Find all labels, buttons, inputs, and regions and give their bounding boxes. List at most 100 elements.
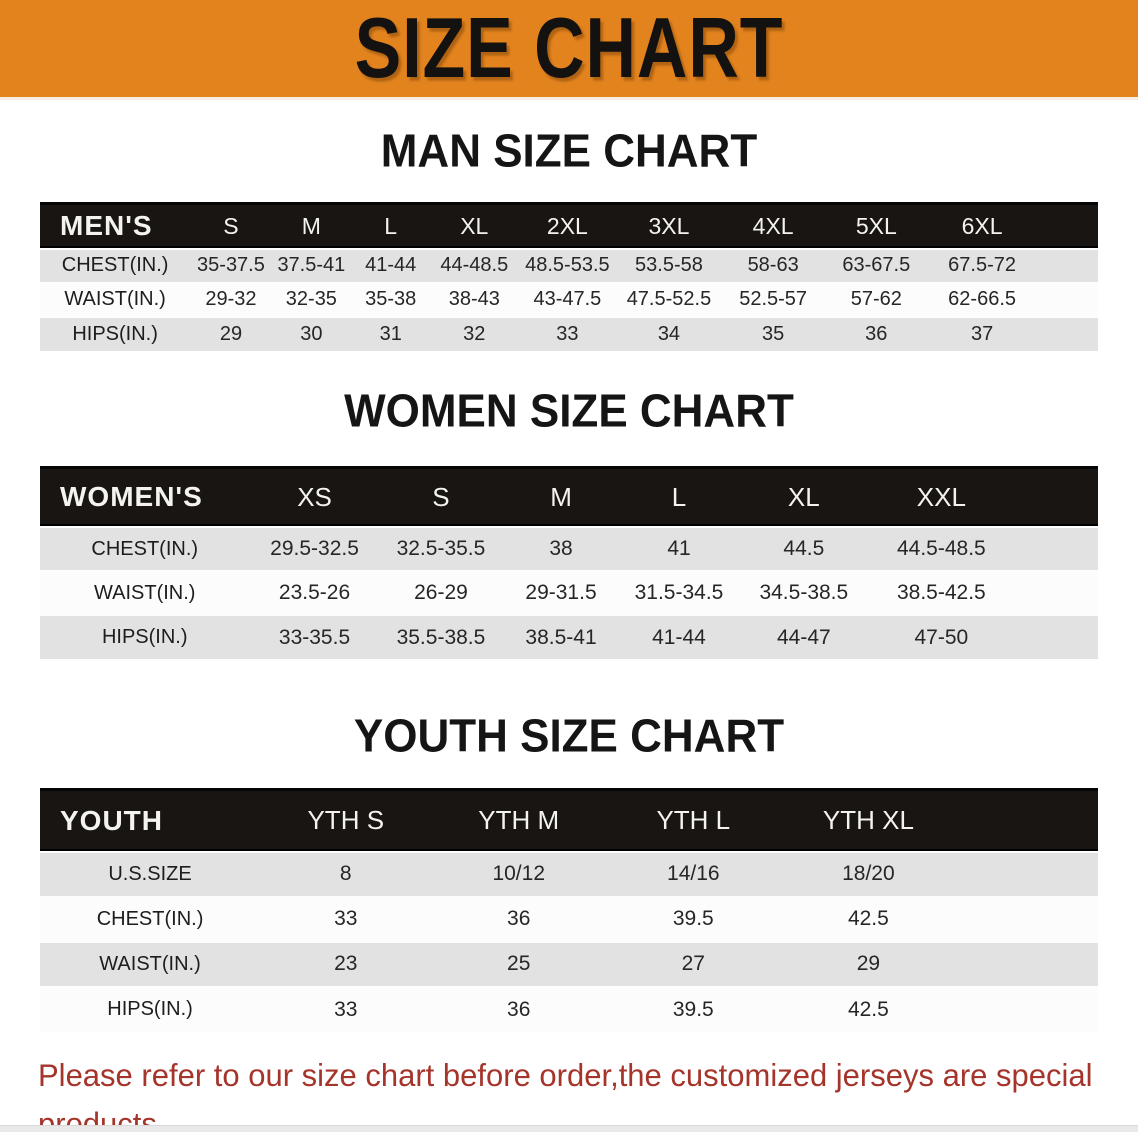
size-column-header: 6XL	[927, 202, 1037, 249]
measurement-value: 35-38	[351, 281, 431, 317]
measurement-value: 37.5-41	[271, 247, 352, 283]
measurement-value: 23	[260, 940, 432, 987]
measurement-value: 37	[927, 315, 1037, 351]
measurement-value: 52.5-57	[721, 281, 825, 317]
measurement-value: 14/16	[606, 850, 781, 897]
measurement-value: 43-47.5	[518, 281, 617, 317]
measurement-value: 23.5-26	[249, 570, 380, 615]
size-column-header: YTH M	[431, 788, 607, 852]
spacer-cell	[956, 788, 1098, 852]
measurement-value: 33	[260, 985, 432, 1032]
spacer-cell	[956, 985, 1098, 1032]
measurement-label: CHEST(IN.)	[40, 526, 250, 571]
measurement-value: 44-47	[738, 614, 870, 659]
measurement-value: 32.5-35.5	[379, 526, 503, 571]
size-column-header: S	[379, 465, 503, 527]
measurement-value: 33-35.5	[249, 614, 380, 659]
order-disclaimer-text: Please refer to our size chart before or…	[38, 1051, 1116, 1132]
measurement-value: 31	[351, 315, 431, 351]
measurement-value: 42.5	[780, 985, 957, 1032]
table-title-cell: YOUTH	[40, 788, 261, 852]
table-row: HIPS(IN.) 33 36 39.5 42.5	[40, 985, 1098, 1032]
table-row: WAIST(IN.) 29-32 32-35 35-38 38-43 43-47.5 47.…	[40, 281, 1098, 317]
measurement-value: 41-44	[351, 247, 431, 283]
table-row: CHEST(IN.) 33 36 39.5 42.5	[40, 895, 1098, 942]
size-column-header: XXL	[869, 465, 1014, 527]
spacer-cell	[1013, 526, 1098, 571]
size-column-header: 4XL	[721, 202, 825, 249]
size-column-header: L	[351, 202, 431, 249]
measurement-value: 29-32	[190, 281, 272, 317]
measurement-value: 34	[616, 315, 722, 351]
size-column-header: 2XL	[518, 202, 617, 249]
size-column-header: XL	[738, 465, 870, 527]
measurement-value: 44.5-48.5	[869, 526, 1014, 571]
mens-size-table: MEN'S S M L XL 2XL 3XL 4XL 5XL 6XL CHEST(IN.) 35-37…	[40, 202, 1098, 351]
measurement-label: CHEST(IN.)	[40, 895, 261, 942]
measurement-label: HIPS(IN.)	[40, 985, 261, 1032]
table-row: HIPS(IN.) 33-35.5 35.5-38.5 38.5-41 41-44 44-…	[40, 614, 1098, 659]
table-row: WAIST(IN.) 23 25 27 29	[40, 940, 1098, 987]
measurement-value: 48.5-53.5	[518, 247, 617, 283]
measurement-value: 26-29	[379, 570, 503, 615]
measurement-value: 39.5	[606, 985, 781, 1032]
bottom-edge-strip	[0, 1125, 1138, 1132]
measurement-label: WAIST(IN.)	[40, 570, 250, 615]
disclaimer-line-1: Please refer to our size chart before or…	[38, 1056, 1093, 1132]
measurement-value: 25	[431, 940, 607, 987]
size-column-header: YTH XL	[780, 788, 957, 852]
measurement-value: 38-43	[430, 281, 519, 317]
measurement-value: 31.5-34.5	[619, 570, 739, 615]
measurement-value: 39.5	[606, 895, 781, 942]
table-header-row: MEN'S S M L XL 2XL 3XL 4XL 5XL 6XL	[40, 202, 1098, 249]
measurement-value: 18/20	[780, 850, 957, 897]
table-row: HIPS(IN.) 29 30 31 32 33 34 35 36 37	[40, 315, 1098, 351]
measurement-value: 10/12	[431, 850, 607, 897]
measurement-label: CHEST(IN.)	[40, 247, 191, 283]
spacer-cell	[956, 940, 1098, 987]
measurement-value: 58-63	[721, 247, 825, 283]
table-header-row: YOUTH YTH S YTH M YTH L YTH XL	[40, 788, 1098, 852]
measurement-value: 44-48.5	[430, 247, 519, 283]
measurement-value: 35	[721, 315, 825, 351]
spacer-cell	[1013, 570, 1098, 615]
measurement-value: 29.5-32.5	[249, 526, 380, 571]
measurement-value: 33	[260, 895, 432, 942]
measurement-value: 63-67.5	[824, 247, 928, 283]
womens-size-table: WOMEN'S XS S M L XL XXL CHEST(IN.) 29.5-32.5 32.5…	[40, 465, 1098, 659]
man-size-chart-heading: MAN SIZE CHART	[380, 125, 758, 178]
measurement-value: 27	[606, 940, 781, 987]
measurement-value: 35-37.5	[190, 247, 272, 283]
measurement-value: 29	[780, 940, 957, 987]
spacer-cell	[956, 850, 1098, 897]
table-header-row: WOMEN'S XS S M L XL XXL	[40, 465, 1098, 527]
spacer-cell	[1013, 465, 1098, 527]
measurement-value: 57-62	[824, 281, 928, 317]
spacer-cell	[1036, 315, 1098, 351]
banner-title: SIZE CHART	[354, 0, 784, 97]
women-size-chart-heading: WOMEN SIZE CHART	[344, 385, 794, 437]
table-row: WAIST(IN.) 23.5-26 26-29 29-31.5 31.5-34.5 34…	[40, 570, 1098, 615]
measurement-label: WAIST(IN.)	[40, 940, 261, 987]
table-row: CHEST(IN.) 29.5-32.5 32.5-35.5 38 41 44.5 44.5…	[40, 526, 1098, 571]
measurement-label: HIPS(IN.)	[40, 315, 191, 351]
size-column-header: S	[190, 202, 272, 249]
spacer-cell	[956, 895, 1098, 942]
measurement-label: U.S.SIZE	[40, 850, 261, 897]
measurement-value: 41-44	[619, 614, 739, 659]
size-column-header: M	[271, 202, 352, 249]
measurement-value: 47.5-52.5	[616, 281, 722, 317]
size-column-header: YTH S	[260, 788, 432, 852]
measurement-value: 8	[260, 850, 432, 897]
measurement-value: 29	[190, 315, 272, 351]
measurement-value: 36	[431, 895, 607, 942]
size-column-header: 3XL	[616, 202, 722, 249]
size-column-header: XS	[249, 465, 380, 527]
spacer-cell	[1036, 202, 1098, 249]
measurement-value: 32	[430, 315, 519, 351]
measurement-label: HIPS(IN.)	[40, 614, 250, 659]
measurement-value: 34.5-38.5	[738, 570, 870, 615]
table-title-cell: MEN'S	[40, 202, 191, 249]
measurement-value: 62-66.5	[927, 281, 1037, 317]
table-row: CHEST(IN.) 35-37.5 37.5-41 41-44 44-48.5 48.5…	[40, 247, 1098, 283]
